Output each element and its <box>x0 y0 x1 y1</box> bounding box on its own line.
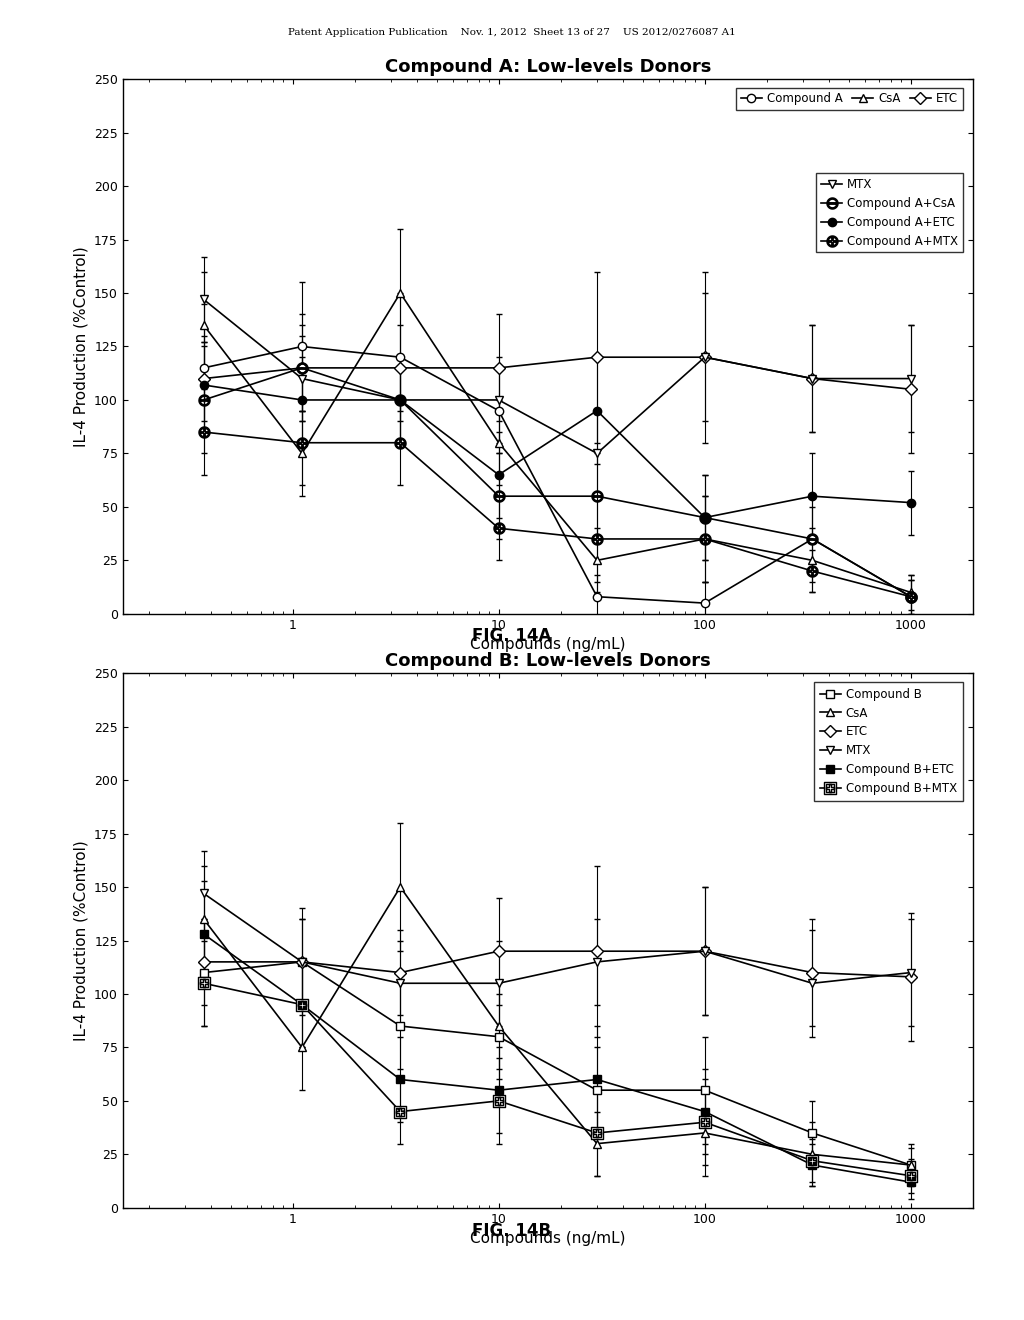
Text: FIG. 14B: FIG. 14B <box>472 1222 552 1241</box>
Legend: MTX, Compound A+CsA, Compound A+ETC, Compound A+MTX: MTX, Compound A+CsA, Compound A+ETC, Com… <box>816 173 963 252</box>
Title: Compound B: Low-levels Donors: Compound B: Low-levels Donors <box>385 652 711 671</box>
X-axis label: Compounds (ng/mL): Compounds (ng/mL) <box>470 1232 626 1246</box>
Y-axis label: IL-4 Production (%Control): IL-4 Production (%Control) <box>74 246 89 447</box>
Title: Compound A: Low-levels Donors: Compound A: Low-levels Donors <box>385 58 711 77</box>
X-axis label: Compounds (ng/mL): Compounds (ng/mL) <box>470 638 626 652</box>
Y-axis label: IL-4 Production (%Control): IL-4 Production (%Control) <box>74 840 89 1041</box>
Text: Patent Application Publication    Nov. 1, 2012  Sheet 13 of 27    US 2012/027608: Patent Application Publication Nov. 1, 2… <box>288 28 736 37</box>
Text: FIG. 14A: FIG. 14A <box>472 627 552 645</box>
Legend: Compound B, CsA, ETC, MTX, Compound B+ETC, Compound B+MTX: Compound B, CsA, ETC, MTX, Compound B+ET… <box>814 681 963 801</box>
